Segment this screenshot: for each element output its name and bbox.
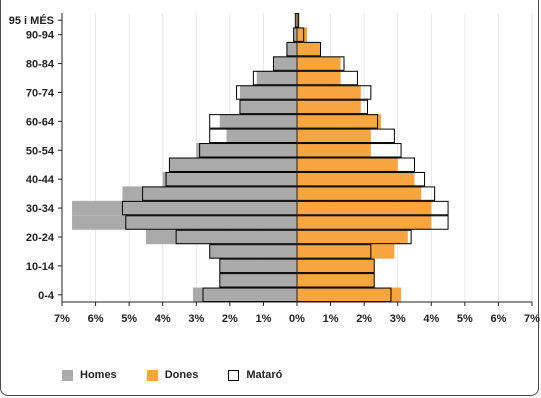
x-tick-label: 5% (121, 313, 137, 325)
bar-homes-25-29 (72, 215, 297, 230)
y-tick-label: 50-54 (26, 145, 55, 157)
y-tick-label: 70-74 (26, 87, 55, 99)
bar-homes-40-44 (162, 171, 297, 187)
bar-dones-30-34 (297, 200, 432, 216)
bar-homes-30-34 (72, 200, 297, 216)
y-tick-label: 90-94 (26, 30, 55, 42)
legend-label-homes: Homes (80, 369, 117, 381)
x-tick-label: 0% (289, 313, 305, 325)
x-tick-label: 1% (255, 313, 271, 325)
bar-homes-0-4 (192, 287, 297, 302)
y-tick-label: 60-64 (26, 116, 55, 128)
legend-swatch-dones (146, 369, 158, 381)
bar-homes-85-89 (286, 41, 297, 57)
bar-dones-25-29 (297, 215, 432, 230)
x-tick-label: 6% (88, 313, 104, 325)
bar-homes-75-79 (256, 70, 297, 86)
x-tick-label: 2% (356, 313, 372, 325)
x-tick-label: 7% (54, 313, 70, 325)
bar-homes-35-39 (122, 186, 297, 201)
bar-dones-5-9 (297, 273, 375, 288)
x-tick-label: 5% (457, 313, 473, 325)
x-tick-label: 1% (323, 313, 339, 325)
y-tick-label: 0-4 (38, 290, 55, 302)
legend-swatch-mataro (228, 369, 240, 381)
legend-item-mataro: Mataró (228, 369, 282, 381)
bar-dones-95-i-m-s (297, 13, 299, 28)
bar-homes-70-74 (239, 85, 297, 100)
legend-swatch-homes (62, 369, 73, 381)
bar-homes-50-54 (196, 143, 297, 158)
bar-dones-75-79 (297, 70, 341, 86)
bar-dones-35-39 (297, 186, 422, 201)
bar-dones-60-64 (297, 114, 381, 129)
bar-dones-85-89 (297, 41, 321, 57)
y-tick-label: 30-34 (26, 203, 55, 215)
bar-dones-40-44 (297, 171, 415, 187)
x-tick-label: 6% (490, 313, 506, 325)
bar-homes-80-84 (273, 56, 297, 71)
bar-dones-0-4 (297, 287, 402, 302)
bar-dones-70-74 (297, 85, 361, 100)
bar-dones-45-49 (297, 157, 398, 172)
bar-homes-20-24 (145, 229, 297, 245)
x-tick-label: 3% (390, 313, 406, 325)
x-tick-label: 2% (222, 313, 238, 325)
x-tick-label: 7% (524, 313, 540, 325)
bar-homes-65-69 (239, 99, 297, 115)
y-tick-label: 20-24 (26, 232, 55, 244)
x-tick-label: 4% (423, 313, 439, 325)
y-tick-label: 40-44 (26, 174, 55, 186)
bar-homes-10-14 (219, 258, 297, 274)
bar-homes-55-59 (226, 128, 297, 144)
legend: Homes Dones Mataró (62, 369, 312, 381)
legend-item-dones: Dones (146, 369, 199, 381)
bar-homes-60-64 (219, 114, 297, 129)
bar-dones-20-24 (297, 229, 408, 245)
y-tick-label: 95 i MÉS (9, 14, 54, 27)
bar-homes-45-49 (169, 157, 297, 172)
bar-dones-55-59 (297, 128, 371, 144)
y-tick-label: 80-84 (26, 59, 55, 71)
bar-homes-90-94 (293, 27, 297, 42)
bar-dones-90-94 (297, 27, 308, 42)
bar-dones-15-19 (297, 244, 395, 259)
legend-label-dones: Dones (164, 369, 199, 381)
bar-homes-5-9 (219, 273, 297, 288)
bar-dones-10-14 (297, 258, 375, 274)
legend-item-homes: Homes (62, 369, 117, 381)
bar-dones-50-54 (297, 143, 371, 158)
bar-dones-80-84 (297, 56, 341, 71)
bar-dones-65-69 (297, 99, 361, 115)
x-tick-label: 3% (188, 313, 204, 325)
bar-homes-15-19 (209, 244, 297, 259)
legend-label-mataro: Mataró (246, 369, 283, 381)
x-tick-label: 4% (155, 313, 171, 325)
y-tick-label: 10-14 (26, 261, 55, 273)
